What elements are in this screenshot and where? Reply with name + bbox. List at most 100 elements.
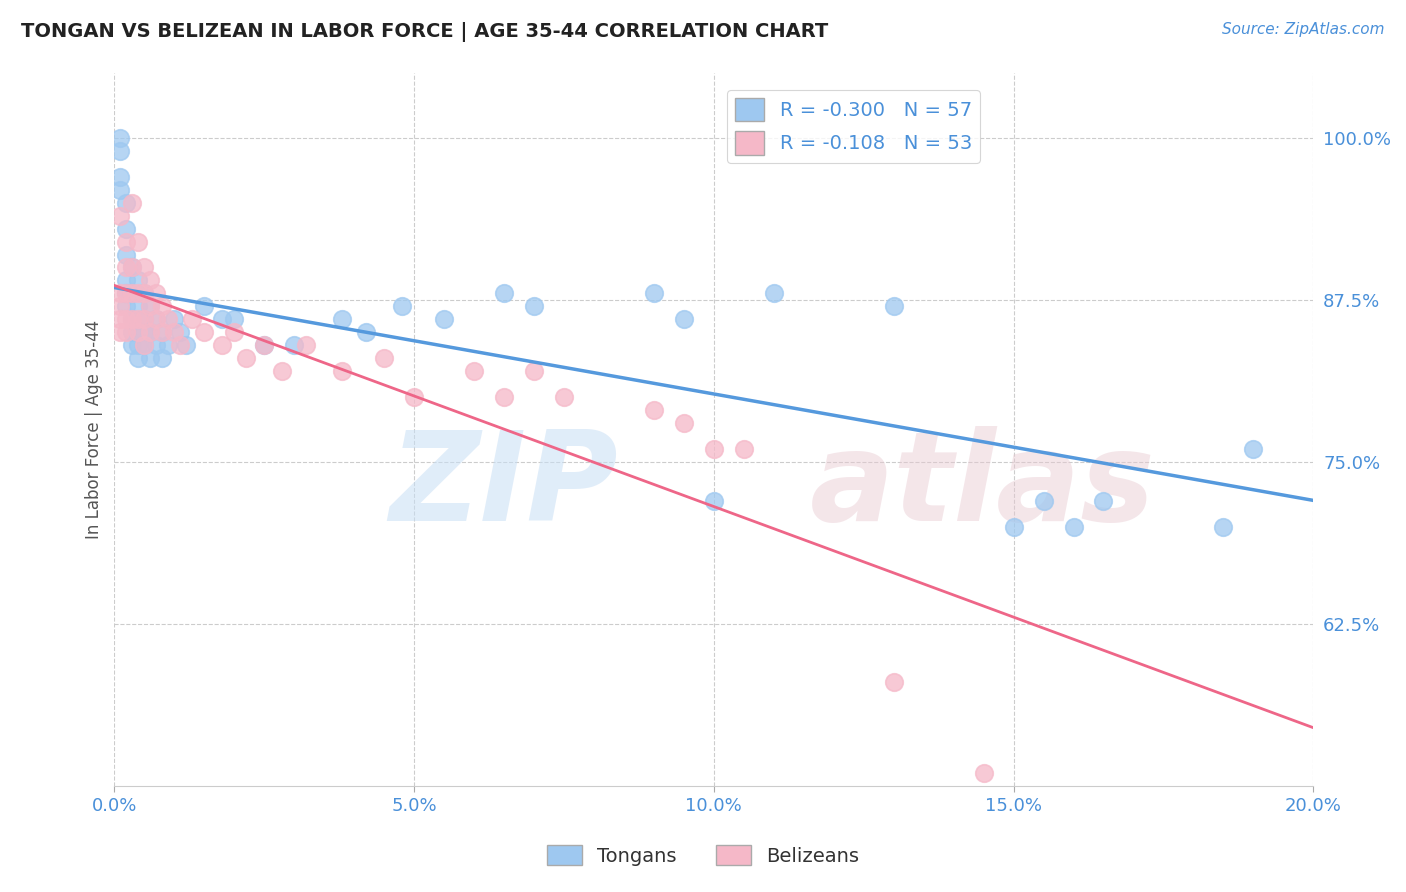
Point bbox=[115, 286, 138, 301]
Point bbox=[110, 130, 132, 145]
Point bbox=[492, 390, 515, 404]
Point bbox=[253, 338, 276, 352]
Point bbox=[271, 364, 294, 378]
Point bbox=[110, 326, 132, 340]
Point bbox=[145, 312, 167, 326]
Point bbox=[115, 247, 138, 261]
Point bbox=[1002, 520, 1025, 534]
Point bbox=[134, 326, 156, 340]
Point bbox=[433, 312, 456, 326]
Point bbox=[150, 299, 173, 313]
Point bbox=[883, 299, 905, 313]
Point bbox=[127, 326, 149, 340]
Point bbox=[121, 312, 143, 326]
Point bbox=[115, 312, 138, 326]
Y-axis label: In Labor Force | Age 35-44: In Labor Force | Age 35-44 bbox=[86, 320, 103, 539]
Point bbox=[211, 338, 233, 352]
Point bbox=[391, 299, 413, 313]
Point bbox=[181, 312, 204, 326]
Point bbox=[115, 221, 138, 235]
Point bbox=[121, 195, 143, 210]
Point bbox=[134, 338, 156, 352]
Point bbox=[169, 338, 191, 352]
Point bbox=[127, 235, 149, 249]
Text: atlas: atlas bbox=[810, 426, 1156, 547]
Point bbox=[883, 675, 905, 690]
Point bbox=[157, 312, 180, 326]
Point bbox=[176, 338, 198, 352]
Point bbox=[127, 312, 149, 326]
Point bbox=[150, 351, 173, 366]
Text: ZIP: ZIP bbox=[389, 426, 617, 547]
Point bbox=[121, 286, 143, 301]
Point bbox=[973, 766, 995, 780]
Point bbox=[330, 312, 353, 326]
Point bbox=[553, 390, 575, 404]
Point bbox=[127, 326, 149, 340]
Point bbox=[134, 338, 156, 352]
Point bbox=[157, 338, 180, 352]
Point bbox=[115, 195, 138, 210]
Point bbox=[463, 364, 485, 378]
Point bbox=[733, 442, 755, 456]
Point bbox=[193, 326, 215, 340]
Point bbox=[139, 351, 162, 366]
Point bbox=[373, 351, 395, 366]
Point bbox=[121, 286, 143, 301]
Point bbox=[523, 299, 546, 313]
Point bbox=[523, 364, 546, 378]
Point bbox=[163, 312, 186, 326]
Point bbox=[295, 338, 318, 352]
Point bbox=[110, 209, 132, 223]
Point bbox=[115, 273, 138, 287]
Point bbox=[115, 235, 138, 249]
Point bbox=[1032, 494, 1054, 508]
Point bbox=[115, 299, 138, 313]
Point bbox=[643, 403, 665, 417]
Point bbox=[110, 312, 132, 326]
Point bbox=[1241, 442, 1264, 456]
Point bbox=[169, 326, 191, 340]
Point bbox=[224, 326, 246, 340]
Point bbox=[115, 286, 138, 301]
Legend: Tongans, Belizeans: Tongans, Belizeans bbox=[538, 838, 868, 873]
Text: TONGAN VS BELIZEAN IN LABOR FORCE | AGE 35-44 CORRELATION CHART: TONGAN VS BELIZEAN IN LABOR FORCE | AGE … bbox=[21, 22, 828, 42]
Point bbox=[139, 299, 162, 313]
Text: Source: ZipAtlas.com: Source: ZipAtlas.com bbox=[1222, 22, 1385, 37]
Point bbox=[110, 299, 132, 313]
Point bbox=[703, 442, 725, 456]
Point bbox=[121, 312, 143, 326]
Point bbox=[1063, 520, 1085, 534]
Point bbox=[145, 312, 167, 326]
Point bbox=[404, 390, 426, 404]
Point bbox=[110, 183, 132, 197]
Point bbox=[150, 326, 173, 340]
Point bbox=[139, 326, 162, 340]
Point bbox=[110, 169, 132, 184]
Point bbox=[224, 312, 246, 326]
Point bbox=[127, 299, 149, 313]
Point bbox=[139, 299, 162, 313]
Point bbox=[643, 286, 665, 301]
Point bbox=[492, 286, 515, 301]
Point bbox=[110, 286, 132, 301]
Point bbox=[354, 326, 377, 340]
Point bbox=[121, 260, 143, 275]
Point bbox=[115, 260, 138, 275]
Point bbox=[193, 299, 215, 313]
Point bbox=[134, 260, 156, 275]
Point bbox=[121, 260, 143, 275]
Point bbox=[150, 326, 173, 340]
Point bbox=[134, 286, 156, 301]
Point bbox=[1092, 494, 1115, 508]
Point bbox=[121, 326, 143, 340]
Legend: R = -0.300   N = 57, R = -0.108   N = 53: R = -0.300 N = 57, R = -0.108 N = 53 bbox=[727, 90, 980, 162]
Point bbox=[672, 416, 695, 430]
Point bbox=[145, 286, 167, 301]
Point bbox=[163, 326, 186, 340]
Point bbox=[139, 326, 162, 340]
Point bbox=[211, 312, 233, 326]
Point bbox=[703, 494, 725, 508]
Point bbox=[253, 338, 276, 352]
Point bbox=[127, 351, 149, 366]
